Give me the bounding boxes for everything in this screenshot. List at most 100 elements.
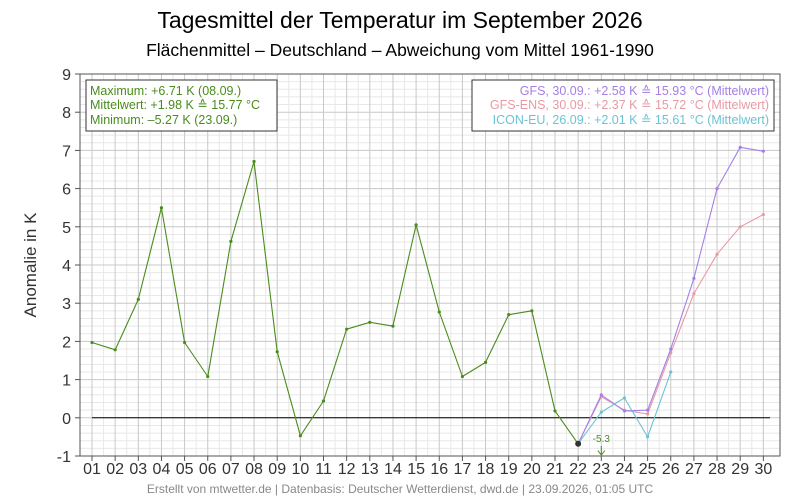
- y-axis-ticks: -1 0 1 2 3 4 5 6 7 8 9: [57, 67, 80, 466]
- data-point-icon-eu: [669, 370, 673, 374]
- x-tick-label: 18: [477, 461, 495, 478]
- legend-gfs: GFS, 30.09.: +2.58 K ≙ 15.93 °C (Mittelw…: [520, 84, 769, 98]
- x-tick-label: 22: [569, 461, 587, 478]
- y-tick-label: 0: [62, 411, 71, 428]
- stats-min: Minimum: –5.27 K (23.09.): [90, 113, 237, 127]
- data-point-observed: [159, 206, 164, 210]
- data-point-observed: [136, 297, 140, 301]
- data-point-gfs: [692, 276, 696, 280]
- data-point-observed: [414, 223, 418, 227]
- x-tick-label: 13: [361, 461, 379, 478]
- y-tick-label: 3: [62, 296, 71, 313]
- y-tick-label: 1: [62, 373, 71, 390]
- x-tick-label: 12: [338, 461, 356, 478]
- x-tick-label: 06: [199, 461, 217, 478]
- data-point-icon-eu: [646, 435, 650, 439]
- x-tick-label: 03: [129, 461, 147, 478]
- x-tick-label: 04: [153, 461, 171, 478]
- stats-mean: Mittelwert: +1.98 K ≙ 15.77 °C: [90, 98, 260, 112]
- minimum-marker: -5.3: [593, 434, 611, 456]
- data-point-observed: [483, 360, 488, 365]
- x-tick-label: 11: [315, 461, 332, 478]
- chart-title: Tagesmittel der Temperatur im September …: [157, 7, 642, 33]
- legend-box: GFS, 30.09.: +2.58 K ≙ 15.93 °C (Mittelw…: [471, 79, 775, 132]
- data-point-icon-eu: [622, 396, 627, 400]
- x-tick-label: 25: [639, 461, 657, 478]
- x-tick-label: 26: [662, 461, 680, 478]
- legend-gfs-ens: GFS-ENS, 30.09.: +2.37 K ≙ 15.72 °C (Mit…: [490, 98, 769, 112]
- data-point-observed: [206, 374, 210, 379]
- data-point-observed: [460, 374, 464, 379]
- stats-box: Maximum: +6.71 K (08.09.) Mittelwert: +1…: [85, 79, 278, 132]
- y-tick-label: 4: [62, 258, 71, 275]
- x-tick-label: 24: [616, 461, 634, 478]
- data-point-gfs-ens: [738, 225, 742, 229]
- minimum-marker-arrow-icon: [597, 446, 606, 456]
- stats-box-frame: [85, 79, 278, 132]
- x-axis-ticks: 01 02 03 04 05 06 07 08 09 10 11 12 13 14 15 16 17 18 19 20…: [83, 456, 772, 478]
- y-axis-label: Anomalie in K: [21, 212, 40, 318]
- data-point-observed: [507, 313, 511, 317]
- data-point-observed: [368, 320, 372, 324]
- data-point-observed: [229, 239, 233, 243]
- current-value-point: [575, 440, 582, 447]
- data-point-gfs: [715, 187, 719, 191]
- x-tick-label: 01: [83, 461, 101, 478]
- data-point-observed: [530, 309, 534, 313]
- data-point-observed: [275, 350, 279, 354]
- minimum-marker-label: -5.3: [593, 434, 611, 445]
- data-point-gfs: [761, 149, 765, 153]
- x-tick-label: 20: [523, 461, 541, 478]
- y-tick-label: 2: [62, 334, 71, 351]
- x-tick-label: 09: [268, 461, 286, 478]
- data-point-observed: [321, 399, 326, 403]
- y-tick-label: -1: [57, 449, 71, 466]
- data-point-gfs: [738, 145, 742, 149]
- data-point-observed: [553, 409, 557, 413]
- data-point-icon-eu: [599, 410, 603, 414]
- x-tick-label: 19: [500, 461, 518, 478]
- x-tick-label: 10: [291, 461, 309, 478]
- y-tick-label: 5: [62, 220, 71, 237]
- chart-footer: Erstellt von mtwetter.de | Datenbasis: D…: [147, 482, 654, 496]
- x-tick-label: 21: [546, 461, 564, 478]
- x-tick-label: 29: [731, 461, 749, 478]
- x-tick-label: 02: [106, 461, 124, 478]
- stats-max: Maximum: +6.71 K (08.09.): [90, 84, 241, 98]
- chart-subtitle: Flächenmittel – Deutschland – Abweichung…: [146, 40, 654, 60]
- series-lines: [90, 145, 765, 447]
- data-point-gfs: [622, 409, 627, 413]
- data-point-observed: [252, 159, 256, 164]
- x-tick-label: 23: [592, 461, 610, 478]
- x-tick-label: 14: [384, 461, 402, 478]
- x-tick-label: 07: [222, 461, 240, 478]
- y-tick-label: 8: [62, 105, 71, 122]
- data-point-gfs-ens: [715, 252, 719, 256]
- data-point-gfs-ens: [761, 212, 765, 217]
- x-tick-label: 16: [430, 461, 448, 478]
- data-point-observed: [298, 434, 302, 438]
- data-point-observed: [437, 310, 441, 314]
- data-point-gfs: [669, 347, 673, 351]
- x-tick-label: 30: [754, 461, 772, 478]
- x-tick-label: 05: [176, 461, 194, 478]
- data-point-gfs: [646, 408, 650, 412]
- data-point-observed: [113, 348, 117, 352]
- data-point-observed: [90, 340, 94, 345]
- x-tick-label: 17: [454, 461, 472, 478]
- data-point-observed: [345, 327, 349, 331]
- y-tick-label: 9: [62, 67, 71, 84]
- series-line-observed: [91, 160, 579, 445]
- legend-box-frame: [471, 79, 775, 132]
- x-tick-label: 08: [245, 461, 263, 478]
- legend-icon-eu: ICON-EU, 26.09.: +2.01 K ≙ 15.61 °C (Mit…: [493, 113, 769, 127]
- data-point-gfs: [599, 393, 603, 397]
- data-point-observed: [183, 340, 187, 345]
- x-tick-label: 28: [708, 461, 726, 478]
- data-point-observed: [391, 324, 395, 328]
- y-tick-label: 6: [62, 182, 71, 199]
- data-point-gfs-ens: [646, 412, 650, 416]
- y-tick-label: 7: [62, 143, 71, 160]
- x-tick-label: 27: [685, 461, 703, 478]
